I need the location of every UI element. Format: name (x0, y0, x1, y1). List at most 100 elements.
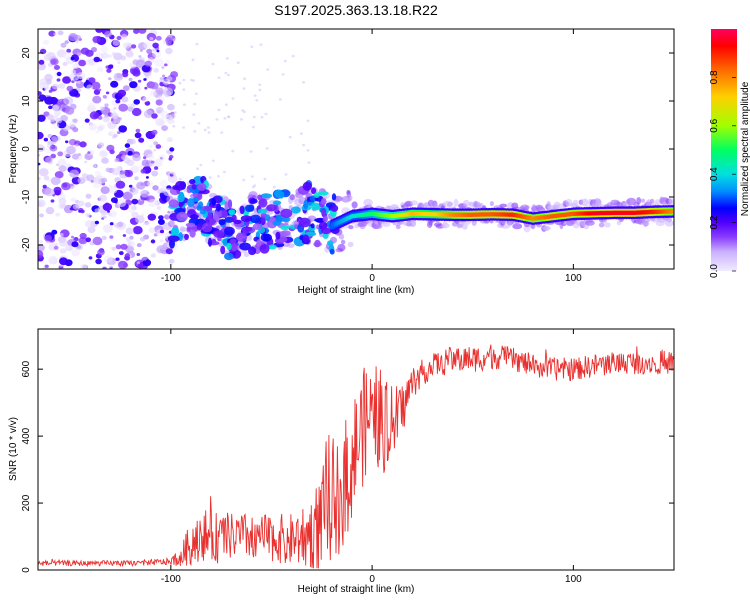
spectrogram-cell (231, 97, 235, 100)
spectrogram-cell (231, 214, 237, 223)
spectrogram-cell (278, 98, 282, 101)
spectrogram-cell (147, 153, 155, 160)
spectrogram-y-label: Frequency (Hz) (8, 115, 19, 184)
colorbar-tick-label: 0.0 (709, 264, 720, 278)
spectrogram-y-ticks: 20 10 0 -10 -20 (21, 47, 674, 252)
spectrogram-cell (224, 103, 228, 106)
spectrogram-cell (151, 113, 158, 119)
spectrogram-cell (395, 224, 401, 230)
spectrogram-cell (313, 192, 320, 199)
spectrogram-cell (321, 227, 332, 234)
spectrogram-cell (283, 59, 287, 63)
spectrogram-cell (59, 257, 68, 266)
spectrogram-cell (87, 226, 96, 234)
spectrogram-cell (227, 115, 230, 119)
spectrogram-cell (53, 32, 57, 36)
spectrogram-cell (122, 42, 131, 49)
spectrogram-cell (144, 60, 152, 67)
spectrogram-cell (243, 77, 247, 80)
spectrogram-cell (173, 111, 177, 114)
spectrogram-cell (135, 128, 141, 133)
spectrogram-cell (58, 238, 69, 247)
spectrogram-cell (153, 233, 158, 237)
spectrogram-cell (218, 219, 226, 226)
spectrogram-cell (244, 226, 253, 232)
spectrogram-cell (347, 195, 353, 202)
spectrogram-cell (50, 153, 56, 159)
spectrogram-cell (59, 233, 64, 237)
spectrogram-cell (72, 203, 81, 210)
spectrogram-cell (62, 76, 72, 84)
spectrogram-cell (217, 76, 221, 79)
spectrogram-cell (160, 110, 169, 119)
spectrogram-cell (60, 115, 68, 122)
spectrogram-cell (147, 180, 154, 187)
spectrogram-marks (38, 29, 674, 269)
spectrogram-cell (98, 88, 102, 92)
spectrogram-cell (38, 91, 42, 96)
spectrogram-cell (171, 171, 175, 175)
spectrogram-cell (199, 209, 207, 215)
spectrogram-cell (149, 90, 157, 97)
spectrogram-cell (152, 185, 159, 191)
spectrogram-cell (74, 144, 79, 147)
spectrogram-cell (141, 159, 150, 167)
spectrogram-cell (80, 263, 88, 269)
spectrogram-cell (48, 30, 56, 37)
spectrogram-cell (108, 77, 112, 81)
spectrogram-cell (102, 203, 113, 211)
spectrogram-cell (95, 29, 103, 33)
spectrogram-cell (95, 130, 100, 134)
spectrogram-cell (322, 215, 328, 223)
spectrogram-cell (97, 67, 104, 73)
spectrogram-cell (331, 193, 337, 201)
spectrogram-cell (671, 209, 674, 214)
spectrogram-cell (598, 222, 605, 228)
spectrogram-cell (102, 116, 110, 123)
spectrogram-cell (264, 112, 268, 116)
spectrogram-cell (255, 99, 259, 102)
spectrogram-cell (161, 125, 169, 131)
spectrogram-cell (159, 179, 168, 187)
spectrogram-cell (249, 150, 253, 153)
spectrogram-cell (243, 252, 250, 257)
spectrogram-cell (581, 198, 589, 207)
snr-x-label: Height of straight line (km) (298, 584, 415, 595)
spectrogram-cell (134, 132, 142, 139)
spectrogram-cell (264, 214, 271, 221)
spectrogram-cell (299, 132, 303, 135)
spectrogram-cell (242, 178, 246, 182)
spectrogram-cell (129, 138, 136, 145)
spectrogram-cell (260, 115, 264, 119)
spectrogram-cell (88, 123, 98, 131)
spectrogram-cell (43, 175, 50, 181)
spectrogram-cell (38, 162, 41, 166)
spectrogram-cell (275, 231, 281, 240)
spectrogram-cell (78, 59, 87, 67)
spectrogram-cell (159, 156, 163, 160)
spectrogram-cell (280, 225, 290, 231)
spectrogram-cell (151, 170, 159, 177)
spectrogram-cell (585, 220, 595, 226)
spectrogram-cell (640, 198, 646, 203)
spectrogram-cell (79, 141, 87, 148)
spectrogram-cell (314, 239, 321, 248)
spectrogram-cell (132, 153, 142, 162)
spectrogram-cell (272, 200, 282, 205)
spectrogram-cell (53, 245, 59, 250)
x-tick-label: 0 (369, 273, 375, 284)
spectrogram-cell (99, 106, 105, 111)
spectrogram-cell (249, 214, 261, 224)
spectrogram-cell (112, 39, 121, 46)
spectrogram-cell (259, 215, 266, 226)
spectrogram-cell (289, 194, 295, 201)
spectrogram-cell (162, 74, 166, 78)
spectrogram-cell (52, 83, 59, 90)
spectrogram-cell (105, 91, 110, 95)
spectrogram-cell (150, 239, 156, 244)
spectrogram-cell (48, 256, 59, 265)
spectrogram-cell (152, 50, 162, 59)
spectrogram-cell (106, 68, 112, 73)
spectrogram-cell (38, 239, 44, 244)
